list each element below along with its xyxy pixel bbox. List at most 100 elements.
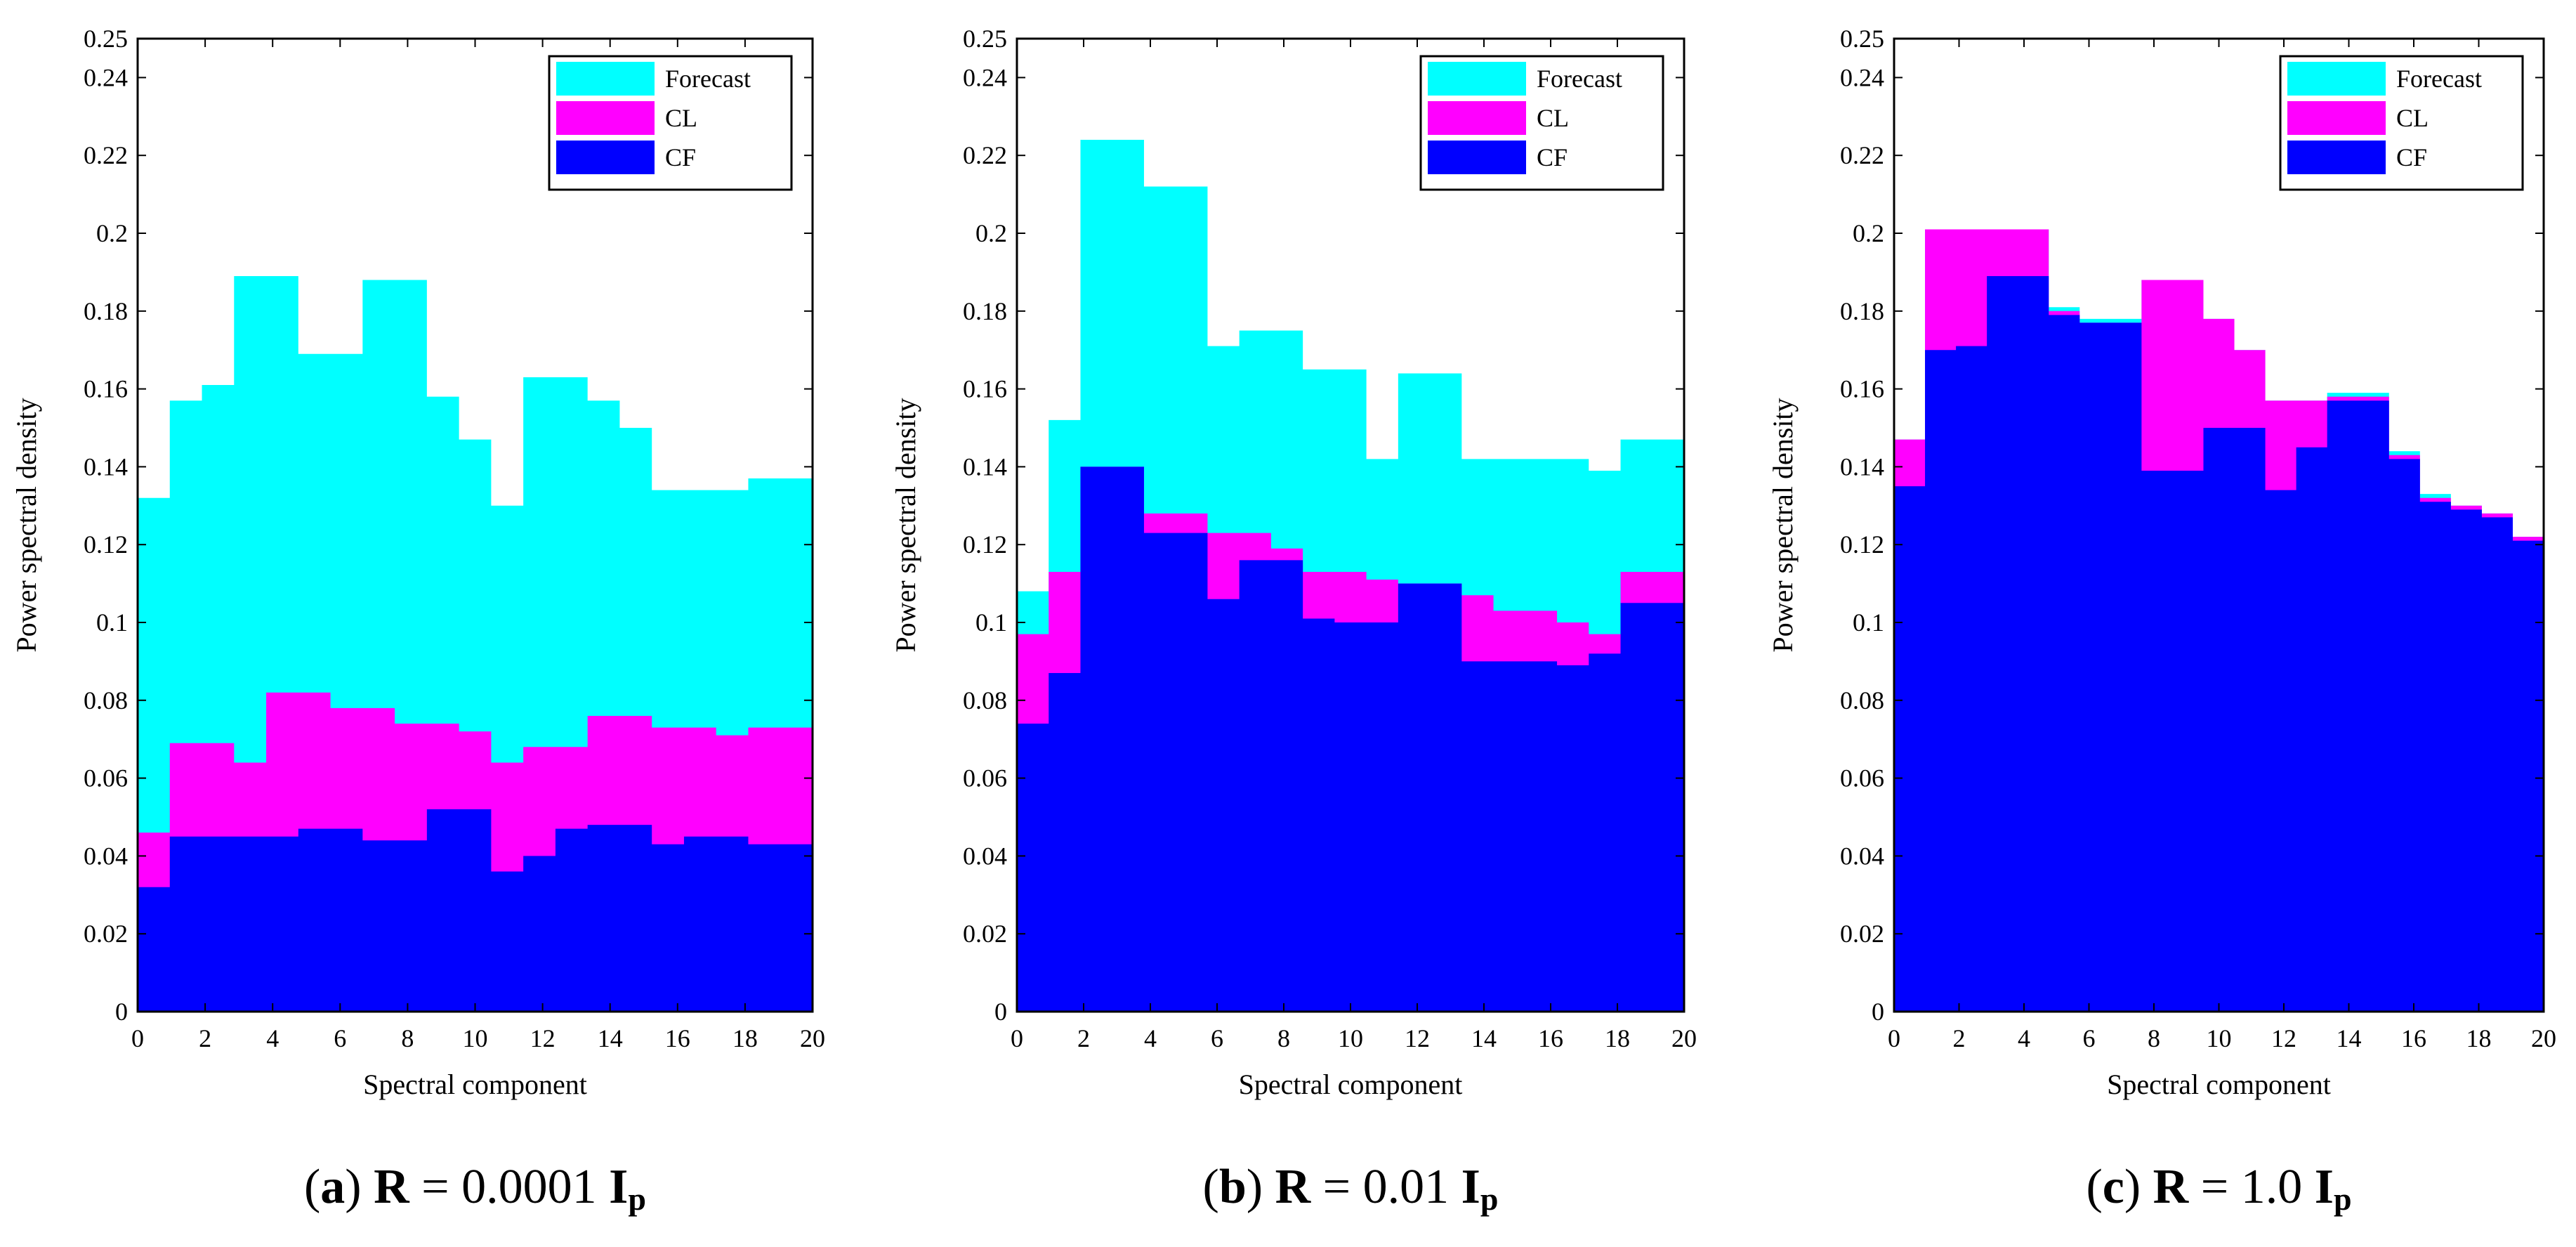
y-tick-label: 0.04 bbox=[84, 842, 128, 870]
y-tick-label: 0.04 bbox=[963, 842, 1007, 870]
legend: Forecast CL CF bbox=[2279, 55, 2524, 191]
x-tick-label: 0 bbox=[1011, 1024, 1023, 1052]
x-tick-label: 14 bbox=[1471, 1024, 1497, 1052]
chart-panel-a: 0 0.02 0.04 0.06 0.08 0.1 0.12 0.14 0.16 0.18 0.2 0… bbox=[11, 25, 825, 1217]
caption-equals: = bbox=[1323, 1160, 1351, 1214]
y-tick-label: 0.1 bbox=[1853, 608, 1884, 636]
y-tick-label: 0.22 bbox=[963, 141, 1007, 169]
caption-punct bbox=[2188, 1160, 2201, 1214]
caption-punct: ) bbox=[345, 1160, 374, 1214]
x-tick-label: 20 bbox=[800, 1024, 825, 1052]
y-tick-label: 0.14 bbox=[1840, 452, 1884, 481]
y-tick-label: 0.25 bbox=[963, 25, 1007, 53]
legend-label-cf: CF bbox=[665, 143, 696, 171]
y-tick-label: 0.2 bbox=[96, 219, 128, 247]
caption-punct bbox=[2302, 1160, 2315, 1214]
caption-unit-sub: p bbox=[628, 1181, 646, 1217]
y-tick-label: 0 bbox=[115, 998, 128, 1026]
x-tick-label: 18 bbox=[2466, 1024, 2492, 1052]
series-area-cf bbox=[1017, 466, 1684, 1012]
caption-symbol: R bbox=[374, 1160, 410, 1214]
x-tick-label: 8 bbox=[401, 1024, 414, 1052]
y-tick-label: 0.24 bbox=[1840, 63, 1884, 91]
legend-swatch-cl bbox=[1428, 101, 1526, 135]
legend-swatch-forecast bbox=[1428, 62, 1526, 96]
x-tick-label: 2 bbox=[199, 1024, 211, 1052]
caption-letter: c bbox=[2103, 1160, 2124, 1214]
x-tick-label: 20 bbox=[1671, 1024, 1697, 1052]
y-tick-label: 0.02 bbox=[963, 920, 1007, 948]
legend-label-forecast: Forecast bbox=[665, 65, 751, 93]
x-tick-label: 4 bbox=[1144, 1024, 1157, 1052]
y-tick-label: 0.22 bbox=[1840, 141, 1884, 169]
caption-value: 0.01 bbox=[1363, 1160, 1450, 1214]
x-tick-label: 8 bbox=[1277, 1024, 1290, 1052]
y-tick-label: 0.06 bbox=[1840, 764, 1884, 792]
legend-swatch-cf bbox=[2287, 141, 2386, 174]
y-axis-label: Power spectral density bbox=[11, 398, 42, 652]
x-tick-label: 2 bbox=[1953, 1024, 1966, 1052]
caption-unit-main: I bbox=[609, 1160, 628, 1214]
x-tick-label: 18 bbox=[732, 1024, 758, 1052]
panel-caption: (c) R = 1.0 Ip bbox=[2086, 1160, 2351, 1217]
y-tick-label: 0.08 bbox=[84, 686, 128, 714]
x-tick-label: 2 bbox=[1077, 1024, 1090, 1052]
y-tick-label: 0 bbox=[1872, 998, 1884, 1026]
legend-label-forecast: Forecast bbox=[1537, 65, 1622, 93]
series-area-cf bbox=[1894, 275, 2544, 1012]
y-tick-label: 0.24 bbox=[84, 63, 128, 91]
x-tick-label: 16 bbox=[1538, 1024, 1563, 1052]
legend: Forecast CL CF bbox=[548, 55, 793, 191]
x-tick-label: 10 bbox=[1338, 1024, 1363, 1052]
caption-punct bbox=[449, 1160, 462, 1214]
x-tick-label: 6 bbox=[1211, 1024, 1223, 1052]
y-tick-label: 0.25 bbox=[84, 25, 128, 53]
x-tick-label: 14 bbox=[2337, 1024, 2362, 1052]
legend-swatch-cl bbox=[2287, 101, 2386, 135]
caption-unit-sub: p bbox=[1480, 1181, 1499, 1217]
y-tick-label: 0.14 bbox=[963, 452, 1007, 481]
legend-label-cl: CL bbox=[2396, 104, 2429, 132]
caption-symbol: R bbox=[2153, 1160, 2190, 1214]
y-tick-label: 0.25 bbox=[1840, 25, 1884, 53]
x-axis-label: Spectral component bbox=[1239, 1069, 1463, 1100]
x-tick-label: 6 bbox=[334, 1024, 346, 1052]
y-tick-label: 0.12 bbox=[963, 530, 1007, 559]
y-tick-label: 0.24 bbox=[963, 63, 1007, 91]
y-tick-label: 0.16 bbox=[963, 375, 1007, 403]
x-tick-label: 12 bbox=[1405, 1024, 1430, 1052]
y-tick-label: 0.04 bbox=[1840, 842, 1884, 870]
x-tick-label: 14 bbox=[598, 1024, 623, 1052]
caption-unit-main: I bbox=[2315, 1160, 2334, 1214]
x-tick-label: 20 bbox=[2531, 1024, 2556, 1052]
caption-unit-main: I bbox=[1461, 1160, 1480, 1214]
x-tick-label: 10 bbox=[463, 1024, 488, 1052]
x-tick-label: 10 bbox=[2207, 1024, 2232, 1052]
y-tick-label: 0.1 bbox=[96, 608, 128, 636]
x-tick-label: 16 bbox=[665, 1024, 690, 1052]
y-axis-label: Power spectral density bbox=[1767, 398, 1799, 652]
y-tick-label: 0.12 bbox=[84, 530, 128, 559]
caption-punct bbox=[2228, 1160, 2241, 1214]
y-tick-label: 0.12 bbox=[1840, 530, 1884, 559]
x-tick-label: 0 bbox=[1888, 1024, 1900, 1052]
y-tick-label: 0.18 bbox=[1840, 297, 1884, 325]
x-tick-label: 4 bbox=[266, 1024, 279, 1052]
legend-swatch-cl bbox=[556, 101, 655, 135]
y-tick-label: 0.18 bbox=[963, 297, 1007, 325]
caption-punct: ) bbox=[2124, 1160, 2153, 1214]
legend-swatch-forecast bbox=[556, 62, 655, 96]
caption-value: 1.0 bbox=[2241, 1160, 2303, 1214]
legend-swatch-forecast bbox=[2287, 62, 2386, 96]
y-tick-label: 0.06 bbox=[963, 764, 1007, 792]
caption-punct bbox=[597, 1160, 610, 1214]
legend-label-cl: CL bbox=[665, 104, 697, 132]
y-tick-label: 0.16 bbox=[84, 375, 128, 403]
caption-symbol: R bbox=[1275, 1160, 1312, 1214]
caption-punct bbox=[1449, 1160, 1461, 1214]
x-axis-label: Spectral component bbox=[2107, 1069, 2331, 1100]
x-axis-label: Spectral component bbox=[363, 1069, 587, 1100]
caption-equals: = bbox=[421, 1160, 449, 1214]
x-tick-label: 12 bbox=[2271, 1024, 2296, 1052]
